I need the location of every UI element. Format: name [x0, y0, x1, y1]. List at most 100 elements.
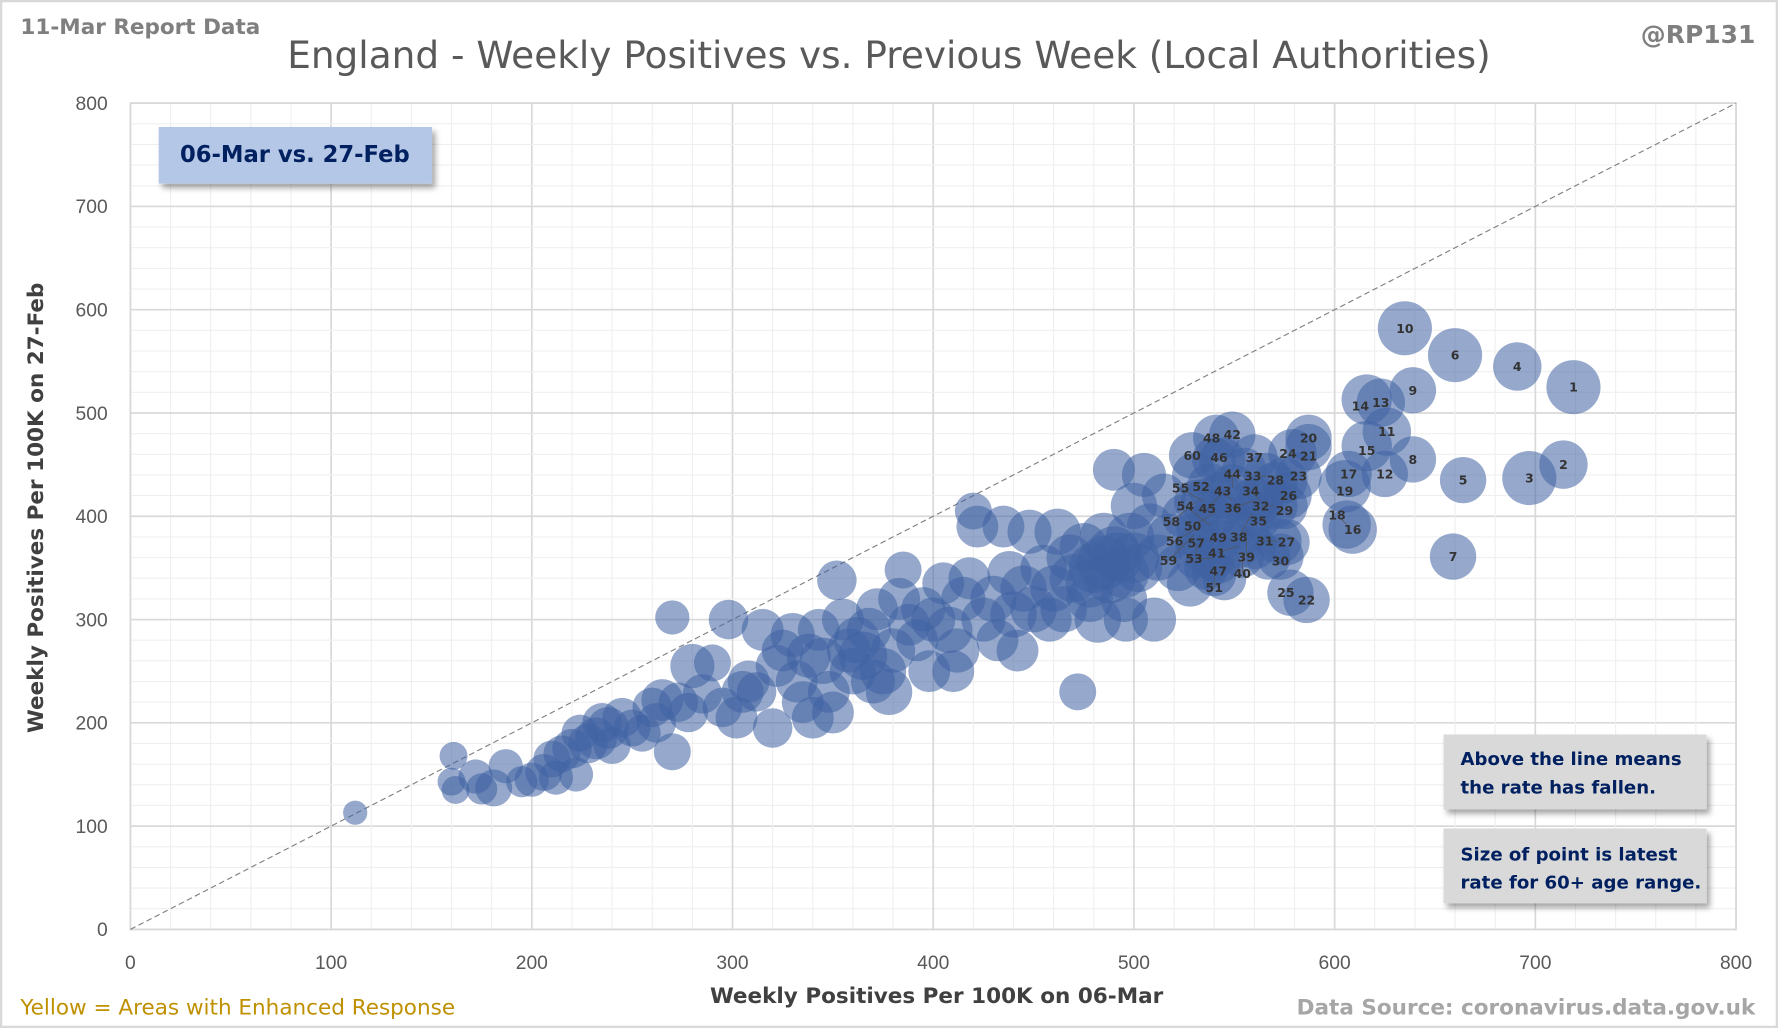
bubble-label: 54	[1177, 498, 1195, 513]
bubble-label: 27	[1278, 535, 1295, 550]
x-tick-label: 0	[125, 953, 136, 974]
bubble-label: 57	[1187, 535, 1204, 550]
bubble-label: 4	[1513, 359, 1522, 374]
bubble-label: 47	[1210, 563, 1227, 578]
bubble-label: 20	[1300, 430, 1318, 445]
note-line: Size of point is latest	[1461, 844, 1678, 865]
bubble-label: 41	[1208, 546, 1225, 561]
bubble-6	[1427, 328, 1483, 383]
bubble-label: 15	[1358, 443, 1375, 458]
bubble	[935, 628, 980, 673]
y-tick-label: 100	[76, 817, 108, 838]
label-leader-line	[1171, 501, 1197, 522]
bubble-label: 17	[1340, 466, 1357, 481]
y-tick-label: 0	[97, 920, 108, 941]
bubble	[1108, 532, 1160, 583]
label-leader-line	[1168, 534, 1195, 561]
bubble-label: 23	[1290, 469, 1307, 484]
bubble-label: 36	[1224, 500, 1241, 515]
x-axis-label: Weekly Positives Per 100K on 06-Mar	[710, 984, 1164, 1009]
y-tick-label: 700	[76, 197, 108, 218]
bubble-label: 10	[1396, 321, 1414, 336]
bubble-5	[1439, 456, 1487, 504]
data-source: Data Source: coronavirus.data.gov.uk	[1297, 995, 1756, 1020]
bubble-label: 49	[1210, 530, 1227, 545]
bubble-label: 34	[1242, 484, 1260, 499]
bubble-label: 32	[1252, 498, 1269, 513]
bubble-label: 38	[1230, 529, 1247, 544]
bubble-label: 28	[1267, 473, 1284, 488]
bubble-label: 1	[1569, 380, 1578, 395]
label-leader-line	[1207, 495, 1221, 509]
bubble-label: 52	[1192, 479, 1209, 494]
bubble	[693, 644, 731, 682]
label-leader-line	[1222, 490, 1233, 502]
reference-line-y-equals-x	[130, 102, 1737, 930]
bubble-label: 22	[1298, 592, 1315, 607]
y-tick-label: 200	[76, 714, 108, 735]
label-leader-lines	[1168, 473, 1347, 588]
x-tick-label: 500	[1118, 953, 1150, 974]
bubble-label: 12	[1376, 466, 1393, 481]
x-tick-label: 800	[1720, 953, 1752, 974]
bubble-label: 59	[1160, 553, 1177, 568]
bubble-label: 53	[1185, 551, 1202, 566]
bubble-label: 18	[1328, 507, 1345, 522]
bubble-14	[1341, 374, 1392, 425]
bubble	[439, 741, 468, 770]
bubble-25	[1267, 569, 1314, 616]
x-tick-label: 100	[315, 953, 347, 974]
label-leader-line	[1185, 505, 1211, 526]
bubble-19	[1318, 460, 1371, 513]
footer-note: Yellow = Areas with Enhanced Response	[19, 995, 455, 1020]
bubble	[817, 560, 857, 601]
bubble-label: 44	[1224, 466, 1242, 481]
label-leader-line	[1250, 490, 1261, 502]
x-tick-label: 700	[1519, 953, 1551, 974]
y-tick-label: 400	[76, 507, 108, 528]
bubble-label: 46	[1210, 450, 1227, 465]
bubble-labels: 1234567891011121314151617181920212223242…	[1160, 321, 1578, 608]
x-tick-label: 600	[1319, 953, 1351, 974]
y-axis-label: Weekly Positives Per 100K on 27-Feb	[24, 283, 49, 733]
bubble-label: 42	[1224, 427, 1241, 442]
bubble-label: 5	[1459, 473, 1468, 488]
chart-title: England - Weekly Positives vs. Previous …	[287, 33, 1491, 77]
bubble-label: 29	[1276, 503, 1293, 518]
label-leader-line	[1336, 514, 1347, 525]
bubble-label: 30	[1272, 554, 1290, 569]
plot-area-border	[129, 102, 1737, 931]
bubble-label: 3	[1525, 471, 1534, 486]
note-line: Above the line means	[1461, 749, 1682, 770]
bubble-label: 51	[1206, 580, 1223, 595]
note-line: the rate has fallen.	[1461, 777, 1657, 798]
bubble-label: 24	[1279, 446, 1297, 461]
bubble	[1059, 673, 1097, 711]
bubble-label: 11	[1378, 424, 1395, 439]
label-leader-line	[1238, 512, 1253, 537]
bubbles	[343, 301, 1601, 825]
bubble	[558, 757, 594, 792]
y-tick-label: 600	[76, 301, 108, 322]
bubble-60	[1168, 432, 1216, 479]
bubble-label: 60	[1183, 448, 1201, 463]
bubble	[865, 668, 913, 716]
label-leader-line	[1180, 487, 1205, 503]
tick-labels: 0 100 200 300 400 500 600 700 800010020030040050…	[76, 94, 1753, 974]
bubble-label: 35	[1250, 513, 1267, 528]
bubble	[1065, 559, 1114, 608]
bubble-label: 14	[1352, 399, 1370, 414]
bubble	[655, 600, 690, 635]
bubble-label: 48	[1203, 430, 1220, 445]
y-tick-label: 500	[76, 404, 108, 425]
bubble-label: 40	[1234, 566, 1252, 581]
bubble-7	[1429, 533, 1477, 580]
bubble-label: 6	[1451, 348, 1460, 363]
label-leader-line	[1192, 511, 1217, 527]
bubble-label: 19	[1336, 483, 1353, 498]
bubble	[996, 629, 1039, 672]
y-tick-label: 300	[76, 610, 108, 631]
bubble-label: 45	[1199, 501, 1216, 516]
